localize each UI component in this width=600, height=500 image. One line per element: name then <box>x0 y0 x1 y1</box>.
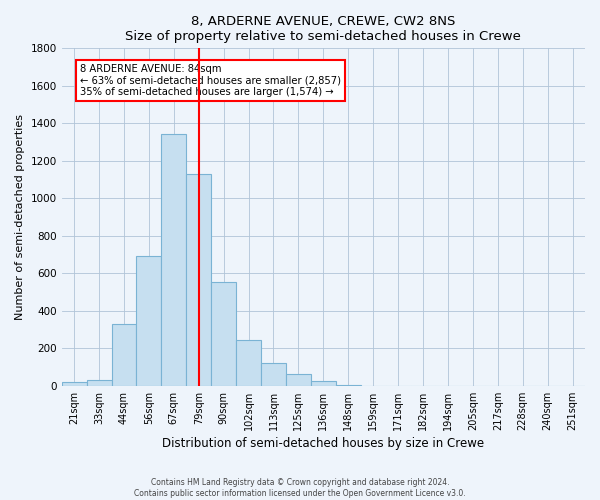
Bar <box>186 174 211 386</box>
Bar <box>112 324 136 386</box>
Bar <box>286 374 311 386</box>
Bar <box>336 385 361 386</box>
Bar <box>62 382 86 386</box>
Bar <box>211 282 236 386</box>
Title: 8, ARDERNE AVENUE, CREWE, CW2 8NS
Size of property relative to semi-detached hou: 8, ARDERNE AVENUE, CREWE, CW2 8NS Size o… <box>125 15 521 43</box>
Bar <box>136 256 161 386</box>
Y-axis label: Number of semi-detached properties: Number of semi-detached properties <box>15 114 25 320</box>
Bar <box>86 380 112 386</box>
X-axis label: Distribution of semi-detached houses by size in Crewe: Distribution of semi-detached houses by … <box>162 437 484 450</box>
Bar <box>261 364 286 386</box>
Text: Contains HM Land Registry data © Crown copyright and database right 2024.
Contai: Contains HM Land Registry data © Crown c… <box>134 478 466 498</box>
Bar <box>311 381 336 386</box>
Bar <box>161 134 186 386</box>
Text: 8 ARDERNE AVENUE: 84sqm
← 63% of semi-detached houses are smaller (2,857)
35% of: 8 ARDERNE AVENUE: 84sqm ← 63% of semi-de… <box>80 64 341 96</box>
Bar <box>236 340 261 386</box>
